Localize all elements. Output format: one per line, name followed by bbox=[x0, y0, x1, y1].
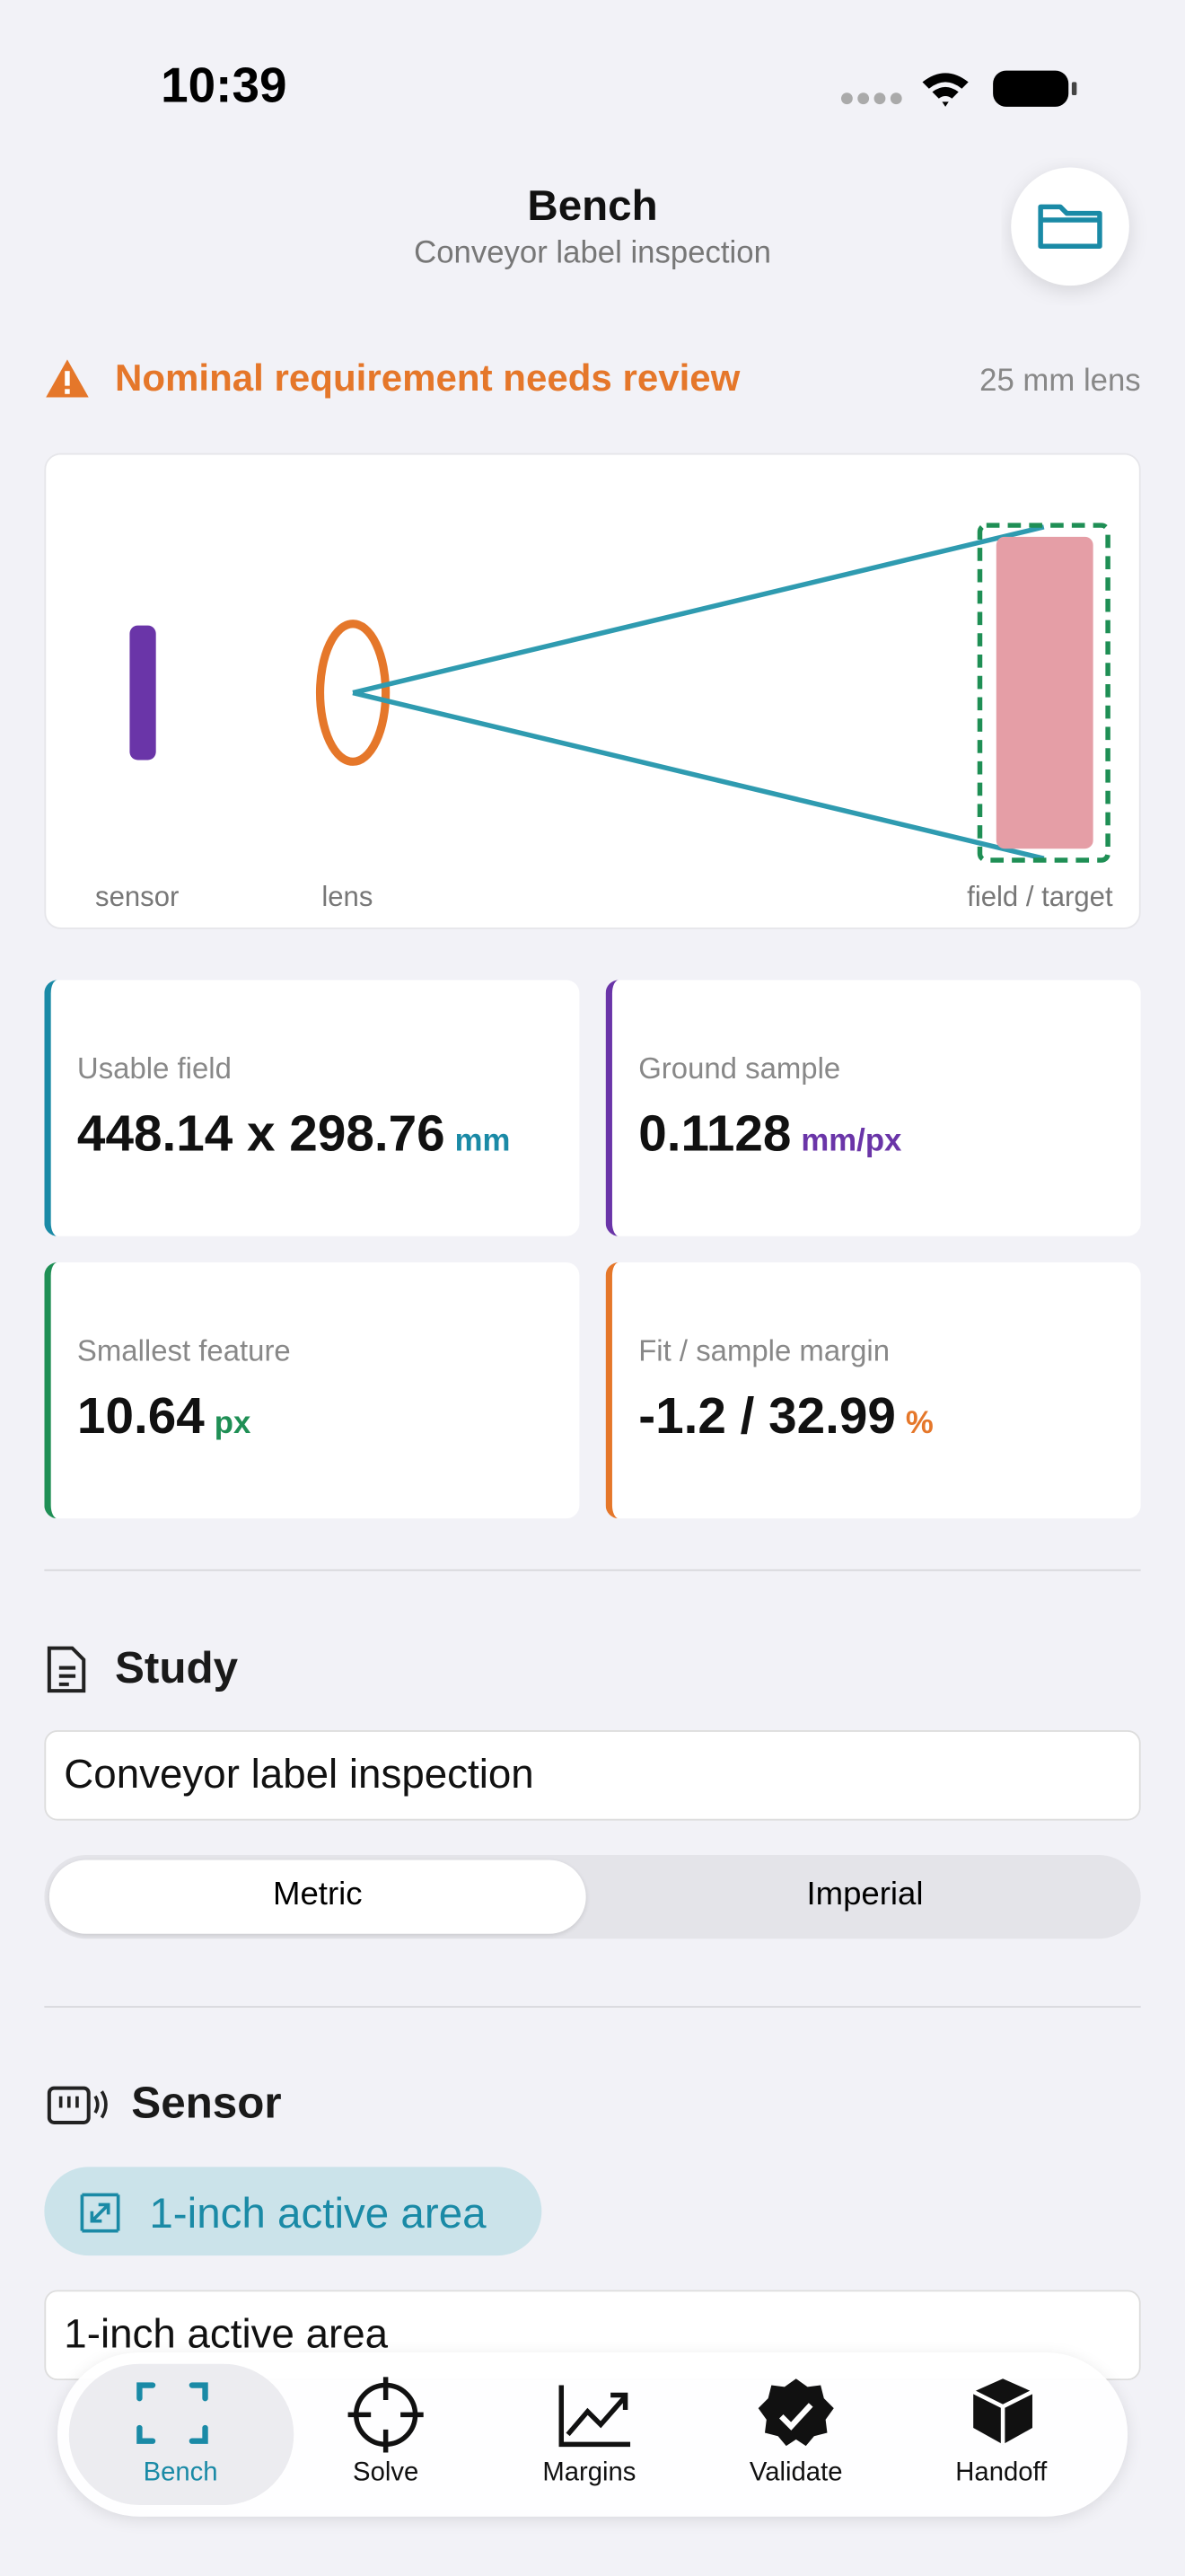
metric-number: -1.2 / 32.99 bbox=[638, 1386, 896, 1445]
metric-card: Smallest feature 10.64 px bbox=[44, 1262, 580, 1519]
banner-lens: 25 mm lens bbox=[979, 364, 1141, 400]
metric-number: 10.64 bbox=[76, 1386, 205, 1445]
metric-value: -1.2 / 32.99% bbox=[638, 1387, 934, 1446]
metric-value: 10.64 px bbox=[77, 1387, 250, 1446]
text-field[interactable]: Conveyor label inspection bbox=[44, 1730, 1141, 1821]
segmented-control: Metric Imperial bbox=[44, 1854, 1141, 1939]
segment-label[interactable]: Metric bbox=[272, 1876, 363, 1912]
tab-label[interactable]: Margins bbox=[542, 2458, 636, 2487]
banner-text: Nominal requirement needs review bbox=[114, 356, 741, 400]
status-time: 10:39 bbox=[161, 58, 287, 114]
preset-chip[interactable]: 1-inch active area bbox=[44, 2167, 542, 2256]
sensor-icon bbox=[47, 2086, 108, 2125]
metric-card: Ground sample 0.1128 mm/px bbox=[605, 980, 1141, 1236]
metric-card: Usable field 448.14 x 298.76 mm bbox=[44, 980, 580, 1236]
tab-icons bbox=[136, 2377, 1034, 2453]
segment-label[interactable]: Imperial bbox=[806, 1876, 924, 1912]
metric-unit: mm/px bbox=[801, 1124, 902, 1159]
divider bbox=[44, 2006, 1141, 2009]
metric-number: 448.14 x 298.76 bbox=[76, 1104, 445, 1163]
metric-number: 0.1128 bbox=[638, 1104, 792, 1163]
doc-icon bbox=[47, 1646, 86, 1693]
divider bbox=[44, 1569, 1141, 1571]
folder-button[interactable] bbox=[1001, 158, 1149, 306]
metric-value: 0.1128 mm/px bbox=[638, 1104, 901, 1164]
metric-unit: % bbox=[905, 1406, 934, 1442]
label: field / target bbox=[967, 881, 1113, 913]
metric-unit: mm bbox=[454, 1124, 511, 1159]
metric-label: Fit / sample margin bbox=[638, 1334, 891, 1367]
warning-icon bbox=[46, 359, 89, 398]
tab-label[interactable]: Bench bbox=[143, 2458, 218, 2487]
tab-label[interactable]: Validate bbox=[749, 2458, 843, 2487]
metric-value: 448.14 x 298.76 mm bbox=[77, 1104, 510, 1164]
tab-label[interactable]: Solve bbox=[353, 2458, 419, 2487]
diagram-card: sensor lens field / target bbox=[44, 453, 1141, 929]
optics-diagram bbox=[129, 523, 1110, 863]
label: lens bbox=[321, 881, 373, 913]
label: sensor bbox=[95, 881, 180, 913]
metric-card: Fit / sample margin -1.2 / 32.99% bbox=[605, 1262, 1141, 1519]
metric-label: Smallest feature bbox=[76, 1334, 291, 1367]
chip-label: 1-inch active area bbox=[149, 2188, 487, 2238]
resize-icon bbox=[80, 2193, 120, 2233]
title: Bench bbox=[527, 180, 658, 230]
metric-unit: px bbox=[214, 1406, 251, 1442]
tab-label[interactable]: Handoff bbox=[955, 2458, 1048, 2487]
section-title: Sensor bbox=[131, 2078, 282, 2128]
status-icons bbox=[841, 70, 1077, 107]
tab-selected bbox=[68, 2363, 294, 2505]
metric-label: Usable field bbox=[76, 1051, 232, 1086]
segment-selected[interactable] bbox=[48, 1859, 586, 1934]
metric-label: Ground sample bbox=[638, 1051, 841, 1086]
section-title: Study bbox=[114, 1643, 239, 1692]
subtitle: Conveyor label inspection bbox=[414, 236, 771, 271]
